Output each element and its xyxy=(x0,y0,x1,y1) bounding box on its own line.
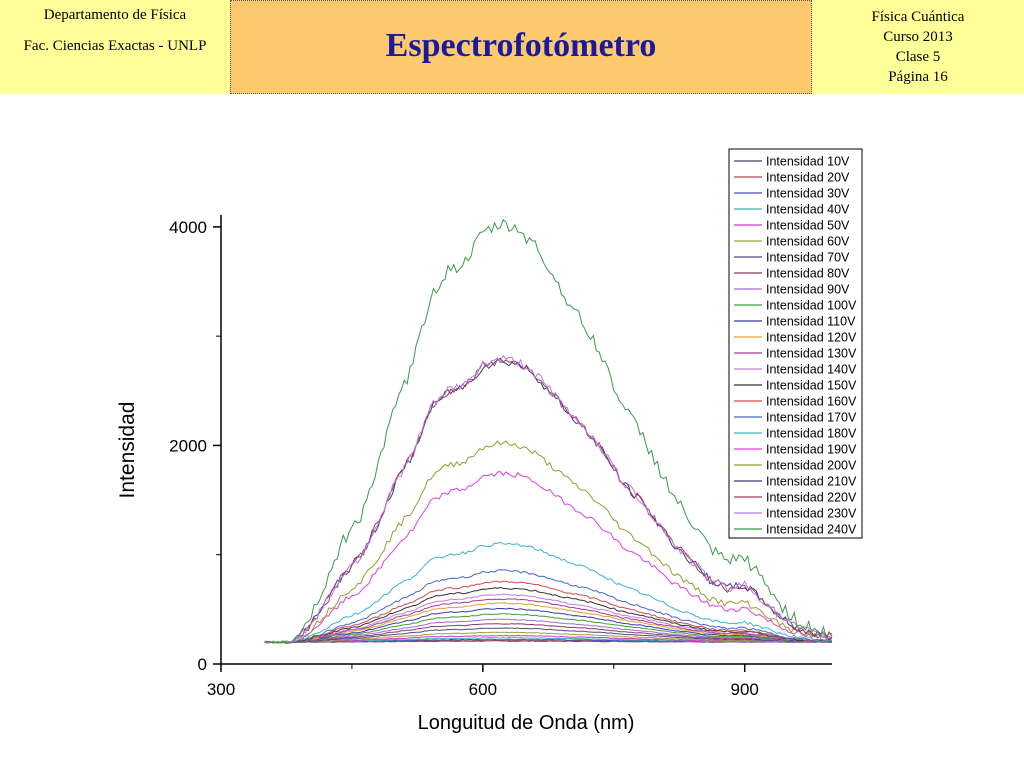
legend-label: Intensidad 210V xyxy=(766,475,857,489)
legend-label: Intensidad 40V xyxy=(766,203,850,217)
page-number: Página 16 xyxy=(888,69,948,85)
faculty-name: Fac. Ciencias Exactas - UNLP xyxy=(23,38,207,54)
legend-label: Intensidad 110V xyxy=(766,315,856,329)
axes-layer xyxy=(220,215,832,665)
series-line xyxy=(264,471,833,644)
legend-label: Intensidad 180V xyxy=(766,427,857,441)
legend-label: Intensidad 230V xyxy=(766,507,857,521)
legend-label: Intensidad 90V xyxy=(766,283,850,297)
series-line xyxy=(264,607,833,643)
legend-label: Intensidad 30V xyxy=(766,187,850,201)
x-tick-label: 900 xyxy=(731,680,759,699)
x-axis-label: Longuitud de Onda (nm) xyxy=(418,712,635,734)
series-line xyxy=(264,358,833,644)
legend-label: Intensidad 60V xyxy=(766,235,850,249)
legend-label: Intensidad 220V xyxy=(766,491,857,505)
legend-label: Intensidad 120V xyxy=(766,331,857,345)
header-course-info: Física Cuántica Curso 2013 Clase 5 Págin… xyxy=(812,0,1024,94)
series-line xyxy=(264,623,832,643)
series-line xyxy=(264,602,833,643)
series-line xyxy=(264,618,833,643)
series-line xyxy=(264,354,833,644)
legend-box xyxy=(728,148,863,539)
course-name: Física Cuántica xyxy=(871,9,965,25)
legend-label: Intensidad 70V xyxy=(766,251,850,265)
class-number: Clase 5 xyxy=(895,49,941,65)
series-line xyxy=(264,636,833,643)
series-line xyxy=(264,598,833,643)
legend-label: Intensidad 190V xyxy=(766,443,857,457)
y-axis-label: Intensidad xyxy=(116,402,139,499)
legend: Intensidad 10V Intensidad 20V Intensidad 3… xyxy=(728,148,863,539)
series-line xyxy=(264,569,833,643)
y-tick-label: 0 xyxy=(198,655,207,674)
legend-label: Intensidad 10V xyxy=(766,155,850,169)
series-line xyxy=(264,631,833,643)
legend-label: Intensidad 160V xyxy=(766,395,857,409)
legend-label: Intensidad 150V xyxy=(766,379,857,393)
y-tick-label: 4000 xyxy=(169,218,207,237)
y-tick-label: 2000 xyxy=(169,436,207,455)
series-line xyxy=(264,440,833,644)
page-title: Espectrofotómetro xyxy=(385,27,657,64)
series-line xyxy=(264,613,833,643)
legend-label: Intensidad 200V xyxy=(766,459,857,473)
x-tick-label: 300 xyxy=(207,680,235,699)
legend-label: Intensidad 240V xyxy=(766,523,857,537)
x-tick-label: 600 xyxy=(469,680,497,699)
header-title-box: Espectrofotómetro xyxy=(230,0,812,94)
legend-label: Intensidad 20V xyxy=(766,171,850,185)
department-name: Departamento de Física xyxy=(43,7,187,23)
series-line xyxy=(264,627,833,643)
legend-label: Intensidad 130V xyxy=(766,347,857,361)
legend-label: Intensidad 170V xyxy=(766,411,857,425)
series-line xyxy=(264,541,833,643)
header-department: Departamento de Física Fac. Ciencias Exa… xyxy=(0,0,230,94)
legend-label: Intensidad 140V xyxy=(766,363,857,377)
series-line xyxy=(264,586,833,643)
legend-label: Intensidad 50V xyxy=(766,219,850,233)
legend-label: Intensidad 80V xyxy=(766,267,850,281)
ticks-layer: 300 600 900 0 2000 4000 xyxy=(169,218,759,699)
course-year: Curso 2013 xyxy=(883,29,953,45)
series-line xyxy=(264,218,833,644)
legend-label: Intensidad 100V xyxy=(766,299,857,313)
series-line xyxy=(264,580,832,643)
series-line xyxy=(264,357,833,644)
series-line xyxy=(264,638,833,643)
series-layer xyxy=(264,218,833,644)
